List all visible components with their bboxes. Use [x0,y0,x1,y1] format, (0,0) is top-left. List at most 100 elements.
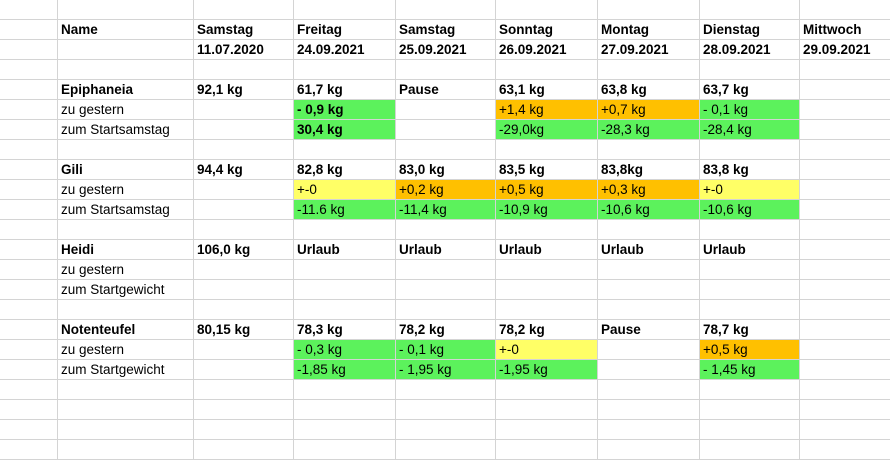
empty-cell[interactable] [496,60,598,80]
weight-value[interactable]: 61,7 kg [294,80,396,100]
header-day[interactable]: Mittwoch [800,20,890,40]
delta-cell[interactable]: -28,3 kg [598,120,700,140]
empty-cell[interactable] [58,140,194,160]
weight-value[interactable]: 78,3 kg [294,320,396,340]
empty-cell[interactable] [396,260,496,280]
empty-cell[interactable] [0,280,58,300]
empty-cell[interactable] [194,420,294,440]
empty-cell[interactable] [58,380,194,400]
empty-cell[interactable] [800,340,890,360]
empty-cell[interactable] [800,60,890,80]
empty-cell[interactable] [58,0,194,20]
empty-cell[interactable] [294,440,396,460]
delta-cell[interactable]: +-0 [496,340,598,360]
empty-cell[interactable] [700,60,800,80]
empty-cell[interactable] [496,300,598,320]
empty-cell[interactable] [800,240,890,260]
empty-cell[interactable] [396,120,496,140]
weight-value[interactable]: 63,1 kg [496,80,598,100]
empty-cell[interactable] [0,180,58,200]
empty-cell[interactable] [0,140,58,160]
person-name[interactable]: Notenteufel [58,320,194,340]
empty-cell[interactable] [294,300,396,320]
weight-value[interactable]: 63,7 kg [700,80,800,100]
empty-cell[interactable] [800,100,890,120]
empty-cell[interactable] [58,300,194,320]
empty-cell[interactable] [396,220,496,240]
weight-value[interactable]: 83,0 kg [396,160,496,180]
empty-cell[interactable] [0,60,58,80]
person-name[interactable]: Heidi [58,240,194,260]
empty-cell[interactable] [598,280,700,300]
empty-cell[interactable] [598,360,700,380]
empty-cell[interactable] [0,420,58,440]
header-date[interactable]: 27.09.2021 [598,40,700,60]
row-label[interactable]: zu gestern [58,340,194,360]
empty-cell[interactable] [800,280,890,300]
weight-value[interactable]: Pause [396,80,496,100]
delta-cell[interactable]: -10,6 kg [700,200,800,220]
empty-cell[interactable] [700,260,800,280]
delta-cell[interactable]: +0,3 kg [598,180,700,200]
empty-cell[interactable] [496,220,598,240]
header-date[interactable]: 24.09.2021 [294,40,396,60]
weight-value[interactable]: Urlaub [700,240,800,260]
start-weight[interactable]: 94,4 kg [194,160,294,180]
start-weight[interactable]: 106,0 kg [194,240,294,260]
start-weight[interactable]: 92,1 kg [194,80,294,100]
delta-cell[interactable]: -11,4 kg [396,200,496,220]
delta-cell[interactable]: +0,2 kg [396,180,496,200]
empty-cell[interactable] [598,260,700,280]
empty-cell[interactable] [0,240,58,260]
person-name[interactable]: Gili [58,160,194,180]
empty-cell[interactable] [194,400,294,420]
empty-cell[interactable] [294,60,396,80]
empty-cell[interactable] [294,140,396,160]
delta-cell[interactable]: - 0,3 kg [294,340,396,360]
row-label[interactable]: zum Startsamstag [58,200,194,220]
empty-cell[interactable] [800,380,890,400]
empty-cell[interactable] [0,300,58,320]
empty-cell[interactable] [700,400,800,420]
weight-value[interactable]: 83,8kg [598,160,700,180]
delta-cell[interactable]: - 0,1 kg [700,100,800,120]
header-date[interactable]: 25.09.2021 [396,40,496,60]
empty-cell[interactable] [0,100,58,120]
empty-cell[interactable] [800,80,890,100]
empty-cell[interactable] [58,220,194,240]
empty-cell[interactable] [598,340,700,360]
empty-cell[interactable] [598,140,700,160]
empty-cell[interactable] [800,0,890,20]
empty-cell[interactable] [58,400,194,420]
weight-value[interactable]: 83,5 kg [496,160,598,180]
delta-cell[interactable]: -1,95 kg [496,360,598,380]
delta-cell[interactable]: - 0,1 kg [396,340,496,360]
empty-cell[interactable] [194,340,294,360]
empty-cell[interactable] [0,80,58,100]
empty-cell[interactable] [294,0,396,20]
empty-cell[interactable] [496,380,598,400]
empty-cell[interactable] [396,440,496,460]
empty-cell[interactable] [800,360,890,380]
delta-cell[interactable]: -1,85 kg [294,360,396,380]
empty-cell[interactable] [194,60,294,80]
empty-cell[interactable] [0,220,58,240]
empty-cell[interactable] [194,0,294,20]
empty-cell[interactable] [0,160,58,180]
empty-cell[interactable] [194,140,294,160]
empty-cell[interactable] [194,440,294,460]
empty-cell[interactable] [700,440,800,460]
empty-cell[interactable] [396,60,496,80]
empty-cell[interactable] [496,400,598,420]
empty-cell[interactable] [0,360,58,380]
empty-cell[interactable] [194,120,294,140]
weight-value[interactable]: 63,8 kg [598,80,700,100]
header-day[interactable]: Freitag [294,20,396,40]
empty-cell[interactable] [396,380,496,400]
empty-cell[interactable] [800,220,890,240]
empty-cell[interactable] [294,280,396,300]
empty-cell[interactable] [194,360,294,380]
empty-cell[interactable] [800,160,890,180]
empty-cell[interactable] [194,100,294,120]
